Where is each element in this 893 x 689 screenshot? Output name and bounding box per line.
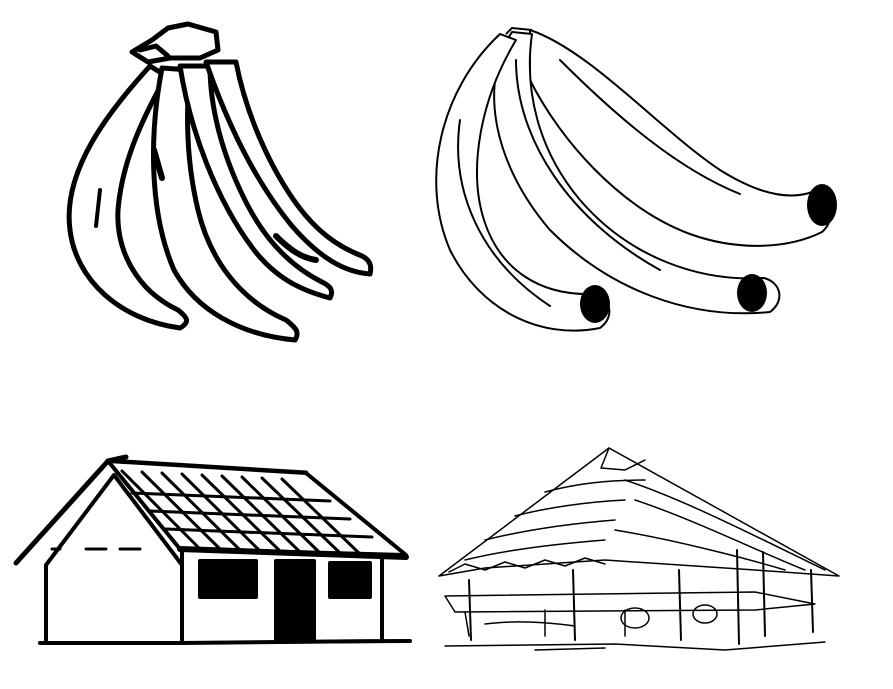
banana-middle-right xyxy=(177,63,335,301)
banana-tip-mid xyxy=(737,274,767,312)
post-3 xyxy=(678,569,682,641)
banana-right xyxy=(203,59,374,277)
thatched-roof xyxy=(438,447,840,577)
banana-bunch-fine-drawing xyxy=(435,26,837,332)
banana-bunch-bold-illustration xyxy=(40,10,390,355)
banana-stem xyxy=(129,21,221,65)
tiled-roof-house-drawing xyxy=(13,454,412,645)
banana-tip-back xyxy=(807,184,837,226)
pot-1 xyxy=(620,607,650,629)
post-1 xyxy=(468,579,472,641)
post-6 xyxy=(810,569,814,633)
thatched-roof-hut-drawing xyxy=(438,447,840,651)
post-2 xyxy=(572,569,576,641)
banana-tip-front xyxy=(580,285,610,323)
thatched-roof-hut-illustration xyxy=(425,440,855,665)
banana-mid xyxy=(493,31,781,315)
platform xyxy=(444,591,816,613)
banana-bunch-fine-illustration xyxy=(420,20,860,350)
pot-2 xyxy=(692,604,718,624)
banana-front xyxy=(435,33,611,332)
banana-left xyxy=(66,63,189,331)
window-right xyxy=(328,561,372,599)
window-left xyxy=(198,559,258,599)
door xyxy=(274,559,316,643)
tiled-roof-house-illustration xyxy=(10,445,420,660)
banana-bunch-bold-drawing xyxy=(66,21,374,343)
banana-middle-left xyxy=(151,65,300,343)
hut-ground xyxy=(444,641,826,651)
post-4 xyxy=(736,549,740,645)
